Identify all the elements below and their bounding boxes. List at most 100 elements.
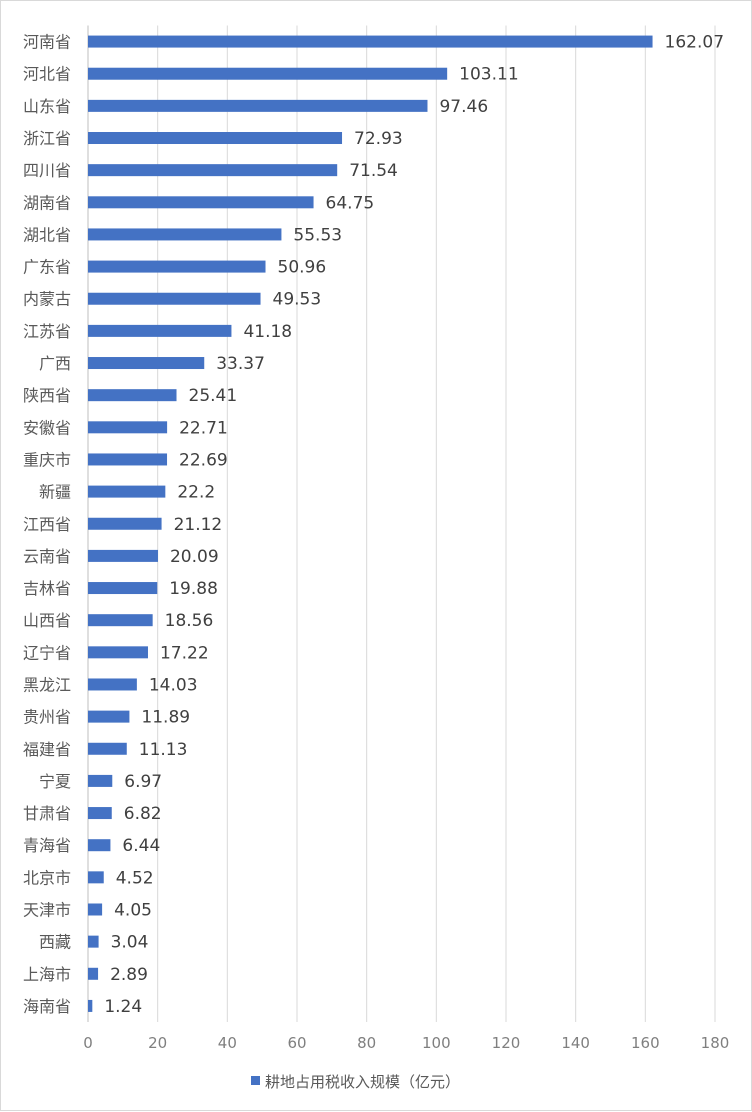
- bar: [88, 774, 113, 787]
- category-label: 浙江省: [23, 129, 71, 148]
- category-label: 福建省: [23, 740, 71, 759]
- bar: [88, 421, 168, 434]
- data-label: 6.97: [124, 772, 162, 792]
- data-label: 14.03: [149, 675, 198, 695]
- bar: [88, 260, 266, 273]
- data-label: 97.46: [439, 97, 488, 117]
- bar: [88, 614, 153, 627]
- category-label: 河北省: [23, 65, 71, 84]
- bar: [88, 517, 162, 530]
- category-label: 甘肃省: [23, 804, 71, 823]
- data-label: 6.44: [122, 836, 160, 856]
- data-label: 19.88: [169, 579, 218, 599]
- category-label: 天津市: [23, 900, 71, 919]
- data-label: 50.96: [278, 258, 327, 278]
- x-tick-labels: 0 20 40 60 80 100 120 140 160 180: [83, 1034, 729, 1052]
- data-label: 2.89: [110, 965, 148, 985]
- category-label: 广东省: [23, 258, 71, 277]
- data-label: 20.09: [170, 547, 219, 567]
- category-label: 山西省: [23, 611, 71, 630]
- data-label: 3.04: [111, 933, 149, 953]
- x-tick-label: 20: [148, 1034, 167, 1052]
- bar: [88, 710, 130, 723]
- category-label: 广西: [39, 354, 71, 373]
- data-label: 22.2: [177, 483, 215, 503]
- data-label: 72.93: [354, 129, 403, 149]
- bar: [88, 903, 103, 916]
- bar: [88, 742, 127, 755]
- bar: [88, 935, 99, 948]
- category-label: 上海市: [23, 965, 71, 984]
- bar: [88, 549, 158, 562]
- category-labels: 河南省河北省山东省浙江省四川省湖南省湖北省广东省内蒙古江苏省广西陕西省安徽省重庆…: [23, 33, 71, 1016]
- data-labels: 162.07 103.11 97.46 72.93 71.54 64.75 55.53 50.…: [104, 33, 724, 1017]
- data-label: 22.71: [179, 418, 228, 438]
- data-label: 21.12: [174, 515, 223, 535]
- legend-swatch: [251, 1076, 260, 1085]
- x-tick-label: 80: [357, 1034, 376, 1052]
- category-label: 云南省: [23, 547, 71, 566]
- category-label: 内蒙古: [23, 290, 71, 309]
- bars: [88, 35, 653, 1012]
- data-label: 162.07: [665, 33, 724, 53]
- data-label: 6.82: [124, 804, 162, 824]
- bar: [88, 292, 261, 305]
- category-label: 辽宁省: [23, 643, 71, 662]
- category-label: 江苏省: [23, 322, 71, 341]
- category-label: 海南省: [23, 997, 71, 1016]
- bar: [88, 485, 166, 498]
- x-tick-label: 160: [631, 1034, 660, 1052]
- legend-label: 耕地占用税收入规模（亿元）: [265, 1073, 460, 1091]
- data-label: 11.13: [139, 740, 188, 760]
- bar: [88, 196, 314, 209]
- category-label: 北京市: [23, 868, 71, 887]
- bar: [88, 324, 232, 337]
- bar: [88, 871, 104, 884]
- category-label: 安徽省: [23, 418, 71, 437]
- data-label: 25.41: [189, 386, 238, 406]
- legend: 耕地占用税收入规模（亿元）: [251, 1073, 460, 1091]
- category-label: 陕西省: [23, 386, 71, 405]
- bar: [88, 357, 205, 370]
- bar: [88, 967, 99, 980]
- data-label: 4.52: [116, 868, 154, 888]
- bar: [88, 678, 137, 691]
- category-label: 江西省: [23, 515, 71, 534]
- bar: [88, 999, 93, 1012]
- x-tick-label: 180: [701, 1034, 730, 1052]
- bar: [88, 807, 112, 820]
- bar: [88, 35, 653, 48]
- data-label: 18.56: [165, 611, 214, 631]
- bar: [88, 228, 282, 241]
- data-label: 11.89: [141, 708, 190, 728]
- x-tick-label: 140: [561, 1034, 590, 1052]
- category-label: 新疆: [39, 483, 71, 502]
- bar: [88, 99, 428, 112]
- data-label: 1.24: [104, 997, 142, 1017]
- x-tick-label: 60: [287, 1034, 306, 1052]
- bar: [88, 389, 177, 402]
- x-tick-label: 100: [422, 1034, 451, 1052]
- bar: [88, 839, 111, 852]
- data-label: 22.69: [179, 450, 228, 470]
- bar: [88, 453, 168, 466]
- data-label: 17.22: [160, 643, 209, 663]
- category-label: 西藏: [39, 933, 71, 952]
- category-label: 山东省: [23, 97, 71, 116]
- data-label: 64.75: [326, 193, 375, 213]
- bar: [88, 646, 148, 659]
- data-label: 33.37: [216, 354, 265, 374]
- gridlines: [87, 25, 716, 1022]
- data-label: 71.54: [349, 161, 398, 181]
- bar: [88, 132, 343, 145]
- x-tick-label: 120: [492, 1034, 521, 1052]
- data-label: 103.11: [459, 65, 518, 85]
- bar: [88, 582, 158, 595]
- category-label: 湖北省: [23, 225, 71, 244]
- category-label: 宁夏: [39, 772, 71, 791]
- data-label: 4.05: [114, 900, 152, 920]
- category-label: 河南省: [23, 33, 71, 52]
- bar: [88, 164, 338, 177]
